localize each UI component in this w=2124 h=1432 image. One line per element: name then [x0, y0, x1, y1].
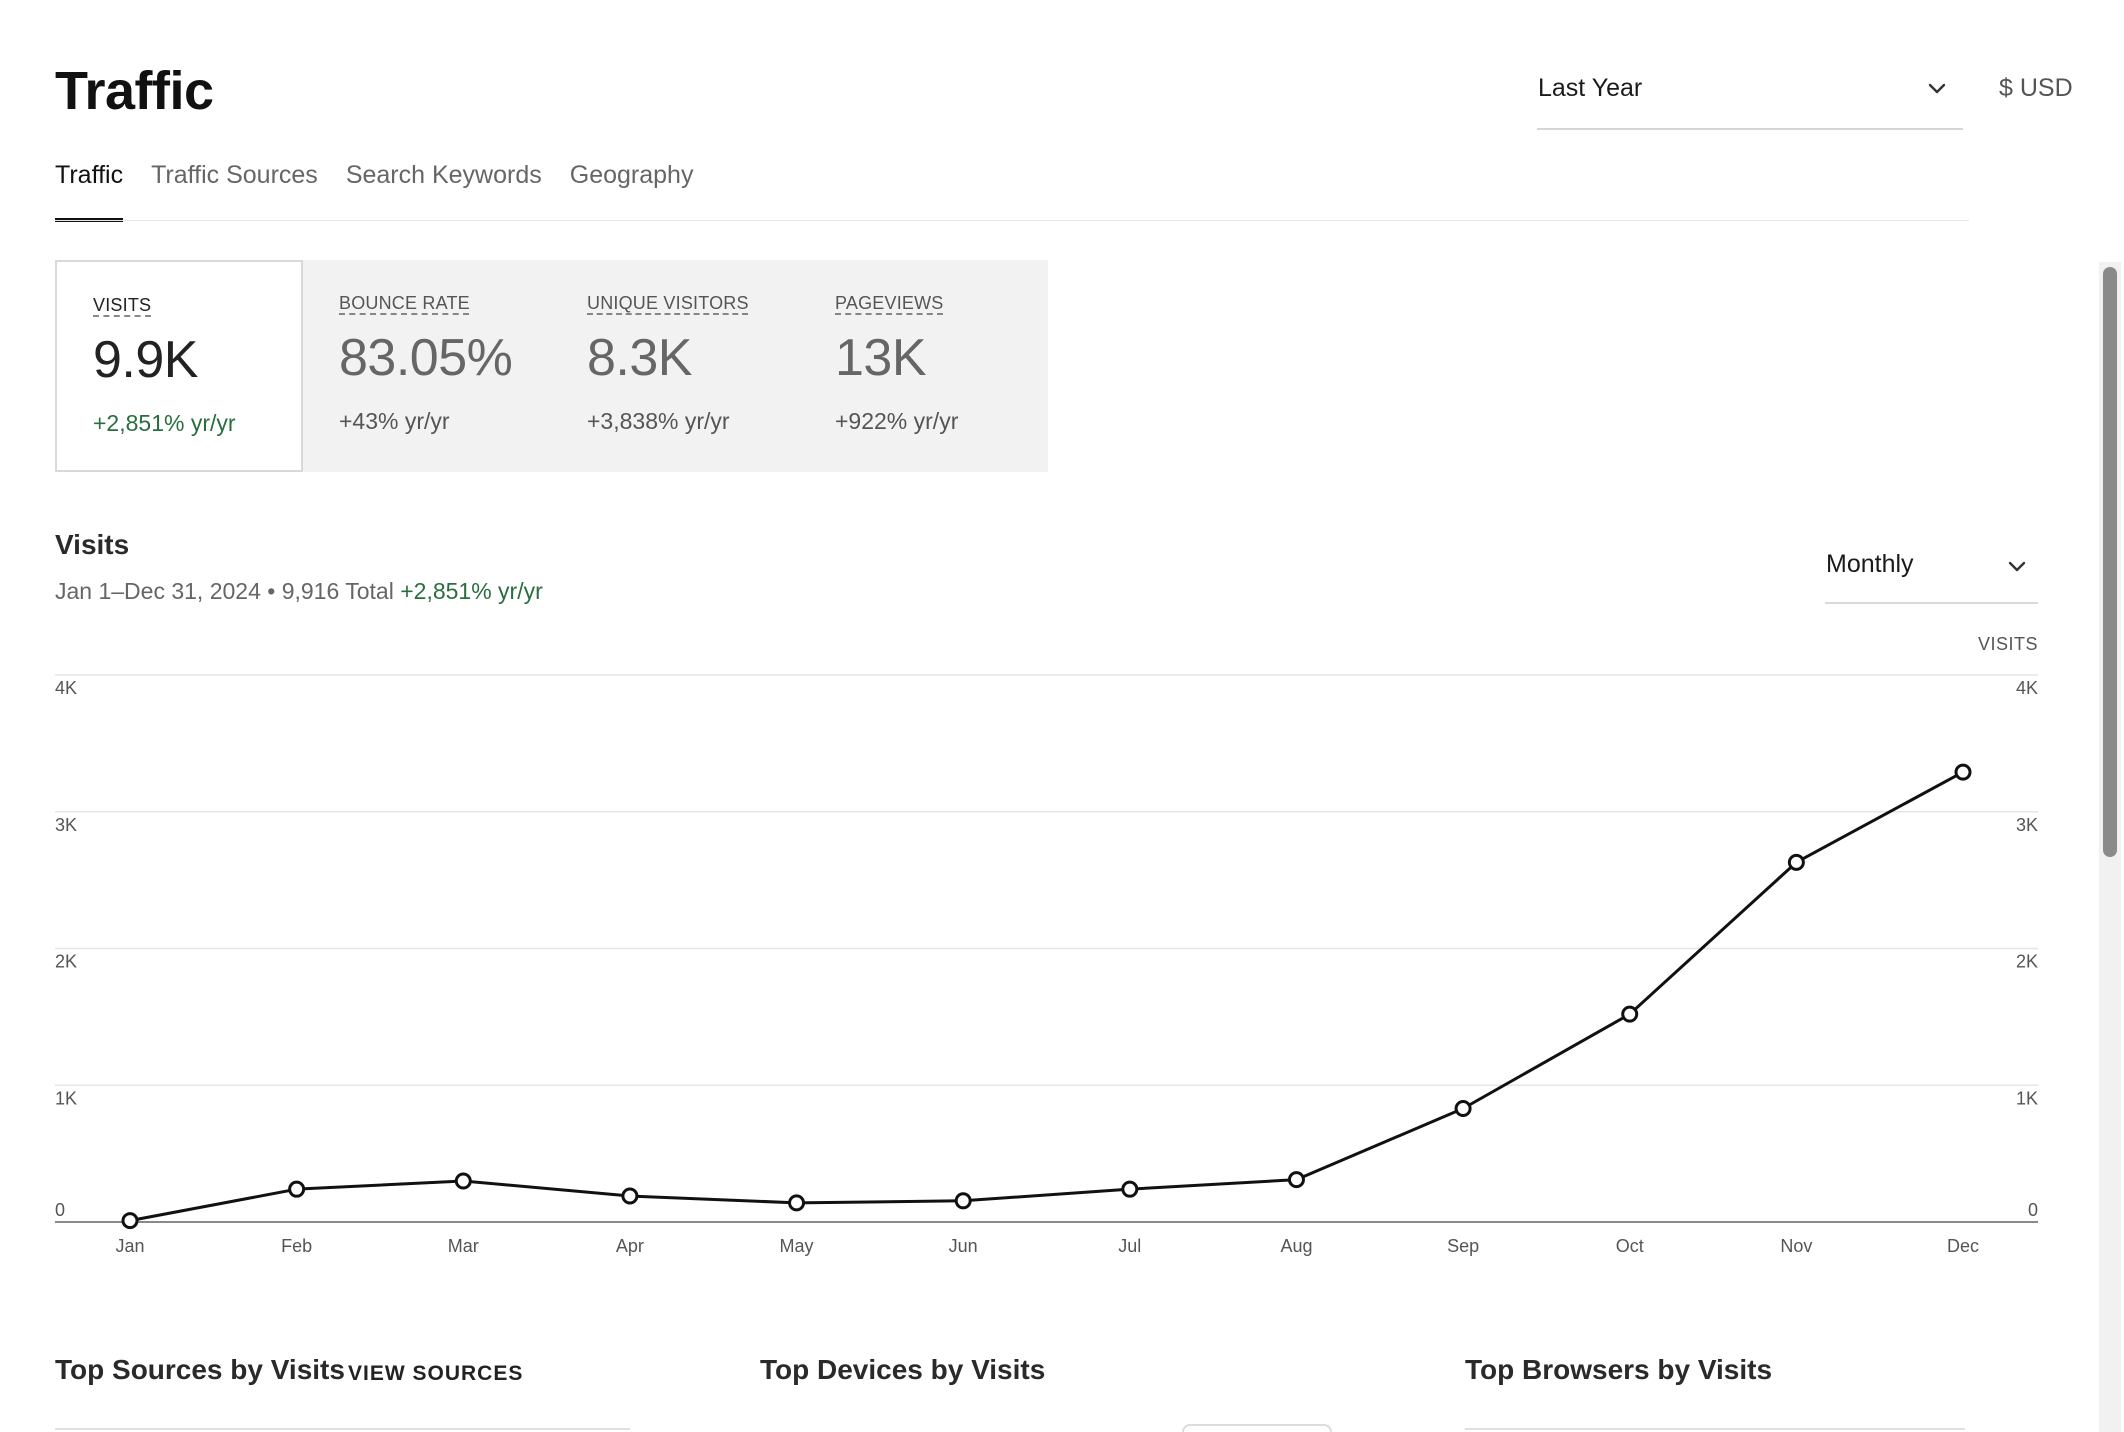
interval-select[interactable]: Monthly [1825, 540, 2038, 604]
data-point [1121, 1180, 1139, 1198]
visits-date-total: Jan 1–Dec 31, 2024 • 9,916 Total [55, 578, 394, 604]
metric-label: UNIQUE VISITORS [587, 293, 749, 313]
data-point [1787, 853, 1805, 871]
data-point [288, 1180, 306, 1198]
metric-value: 83.05% [339, 329, 513, 387]
chevron-down-icon [1928, 83, 1946, 94]
x-tick-label: Feb [281, 1236, 312, 1256]
x-tick-label: Jan [115, 1236, 144, 1256]
x-tick-label: May [780, 1236, 814, 1256]
visits-line-chart: VISITS 0 0 1K 1K 2K 2K 3K 3K 4K 4K Jan Feb Mar Apr May J… [55, 634, 2038, 1256]
metric-value: 8.3K [587, 329, 692, 387]
currency-button[interactable]: $ USD [1999, 74, 2073, 102]
tab-geography[interactable]: Geography [569, 161, 694, 189]
y-tick-label-left: 4K [55, 678, 77, 698]
y-tick-label-left: 1K [55, 1088, 77, 1108]
data-point [121, 1212, 139, 1230]
view-sources-link[interactable]: VIEW SOURCES [348, 1362, 524, 1385]
tabs-divider [55, 220, 1969, 221]
data-point [1287, 1171, 1305, 1189]
x-tick-label: Oct [1616, 1236, 1644, 1256]
y-tick-label-right: 4K [2016, 678, 2038, 698]
top-devices-title: Top Devices by Visits [760, 1354, 1046, 1385]
tab-search-keywords[interactable]: Search Keywords [345, 161, 542, 189]
data-point [621, 1187, 639, 1205]
top-browsers-divider [1465, 1428, 1965, 1430]
data-point [1621, 1005, 1639, 1023]
data-point [788, 1194, 806, 1212]
visits-chart-title: Visits [55, 529, 130, 560]
x-tick-label: Dec [1947, 1236, 1979, 1256]
metric-card-pageviews[interactable]: PAGEVIEWS 13K +922% yr/yr [799, 260, 1047, 472]
y-tick-label-right: 1K [2016, 1088, 2038, 1108]
page-title: Traffic [55, 61, 214, 121]
x-tick-label: Mar [448, 1236, 479, 1256]
interval-value: Monthly [1826, 550, 1914, 578]
metric-card-bounce-rate[interactable]: BOUNCE RATE 83.05% +43% yr/yr [303, 260, 551, 472]
tab-traffic-sources[interactable]: Traffic Sources [151, 161, 318, 189]
metric-label: BOUNCE RATE [339, 293, 470, 313]
metric-cards: VISITS 9.9K +2,851% yr/yr BOUNCE RATE 83… [55, 260, 1048, 472]
metric-card-visits[interactable]: VISITS 9.9K +2,851% yr/yr [55, 260, 303, 472]
devices-toggle[interactable] [1182, 1424, 1332, 1432]
visits-chart-subtitle: Jan 1–Dec 31, 2024 • 9,916 Total +2,851%… [55, 578, 543, 605]
x-tick-label: Jun [949, 1236, 978, 1256]
metric-change: +3,838% yr/yr [587, 408, 730, 434]
metric-label: PAGEVIEWS [835, 293, 944, 313]
metric-change: +922% yr/yr [835, 408, 959, 434]
top-sources-title: Top Sources by Visits [55, 1354, 345, 1385]
x-tick-label: Nov [1780, 1236, 1812, 1256]
y-tick-label-right: 3K [2016, 815, 2038, 835]
top-browsers-title: Top Browsers by Visits [1465, 1354, 1773, 1385]
x-tick-label: Apr [616, 1236, 644, 1256]
y-tick-label-left: 2K [55, 952, 77, 972]
metric-change: +2,851% yr/yr [93, 410, 236, 436]
metric-label: VISITS [93, 295, 152, 315]
tab-bar: Traffic Traffic Sources Search Keywords … [55, 160, 693, 222]
right-axis-label: VISITS [1978, 634, 2038, 654]
chevron-down-icon [2008, 561, 2026, 572]
date-range-select[interactable]: Last Year [1537, 64, 1963, 130]
data-point [1454, 1099, 1472, 1117]
y-tick-label-right: 0 [2028, 1200, 2038, 1220]
scrollbar-thumb[interactable] [2103, 267, 2117, 857]
series-line-visits [129, 770, 1964, 1223]
top-sources-divider [55, 1428, 630, 1430]
metric-change: +43% yr/yr [339, 408, 450, 434]
visits-yoy-change: +2,851% yr/yr [400, 578, 543, 604]
date-range-value: Last Year [1538, 74, 1643, 102]
x-tick-label: Aug [1280, 1236, 1312, 1256]
y-tick-label-right: 2K [2016, 952, 2038, 972]
metric-card-unique-visitors[interactable]: UNIQUE VISITORS 8.3K +3,838% yr/yr [551, 260, 799, 472]
data-point [1954, 763, 1972, 781]
data-point [454, 1172, 472, 1190]
x-tick-label: Jul [1118, 1236, 1141, 1256]
data-point [954, 1192, 972, 1210]
y-tick-label-left: 3K [55, 815, 77, 835]
y-tick-label-left: 0 [55, 1200, 65, 1220]
tab-traffic[interactable]: Traffic [55, 160, 124, 222]
metric-value: 13K [835, 329, 927, 387]
x-tick-label: Sep [1447, 1236, 1479, 1256]
metric-value: 9.9K [93, 331, 198, 389]
